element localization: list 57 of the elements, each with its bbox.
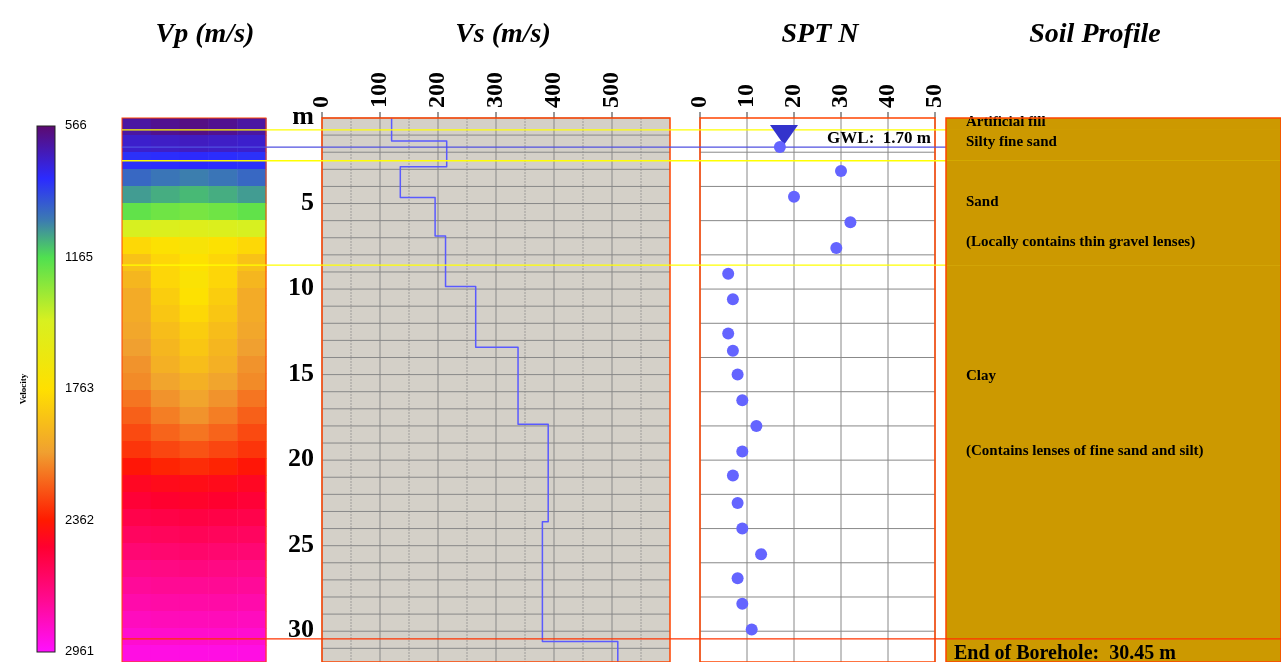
x-tick-label: 30 (825, 84, 852, 108)
y-tick-label: 25 (288, 528, 314, 558)
series-label: Artificial fill (966, 113, 1046, 130)
x-tick-label: 300 (480, 72, 507, 108)
chart-title: SPT N (781, 17, 861, 48)
color-bar-label: 1763 (65, 380, 94, 396)
x-tick-label: 0 (306, 96, 333, 108)
x-tick-label: 20 (778, 84, 805, 108)
point (755, 548, 768, 561)
chart-title: Vp (m/s) (155, 17, 255, 48)
x-tick-label: 500 (596, 72, 623, 108)
x-tick-label: 200 (422, 72, 449, 108)
point (745, 623, 758, 636)
x-tick-label: 10 (731, 84, 758, 108)
x-tick-label: 0 (684, 96, 711, 108)
chart-title: Vs (m/s) (455, 17, 551, 48)
point (726, 344, 739, 357)
color-bar-title: Velocity (18, 373, 29, 405)
ref-line-label: GWL: 1.70 m (827, 128, 931, 148)
y-tick-label: 10 (288, 272, 314, 302)
point (773, 141, 786, 154)
x-tick-label: 100 (364, 72, 391, 108)
point (736, 597, 749, 610)
color-bar-label: 1165 (65, 248, 93, 264)
point (722, 267, 735, 280)
point (731, 368, 744, 381)
y-tick-label: 20 (288, 443, 314, 473)
point (844, 216, 857, 229)
x-tick-label: 40 (872, 84, 899, 108)
point (736, 522, 749, 535)
series-label: Sand (966, 192, 1000, 209)
y-tick-label: 15 (288, 357, 314, 387)
color-bar-label: 2961 (65, 643, 94, 659)
line-series (390, 117, 619, 662)
annotation: (Locally contains thin gravel lenses) (966, 233, 1196, 251)
series-label: Silty fine sand (966, 132, 1058, 149)
point (750, 419, 763, 432)
point (788, 190, 800, 203)
ref-line-label: End of Borehole: 30.45 m (954, 640, 1177, 662)
point (726, 469, 739, 482)
point (835, 165, 847, 178)
x-tick-label: 400 (538, 72, 565, 108)
point (736, 394, 749, 407)
color-bar-label: 2362 (65, 511, 94, 527)
y-tick-label: 5 (301, 186, 314, 216)
y-tick-label: 30 (288, 614, 314, 644)
chart-title: Soil Profile (1029, 17, 1161, 48)
point (830, 242, 843, 255)
point (731, 496, 744, 509)
point (722, 327, 735, 340)
point (726, 293, 739, 306)
color-bar-label: 566 (65, 117, 87, 133)
annotation: (Contains lenses of fine sand and silt) (966, 442, 1204, 460)
x-tick-label: 50 (919, 84, 946, 108)
series-label: Clay (966, 366, 997, 383)
point (731, 572, 744, 585)
point (736, 445, 749, 458)
